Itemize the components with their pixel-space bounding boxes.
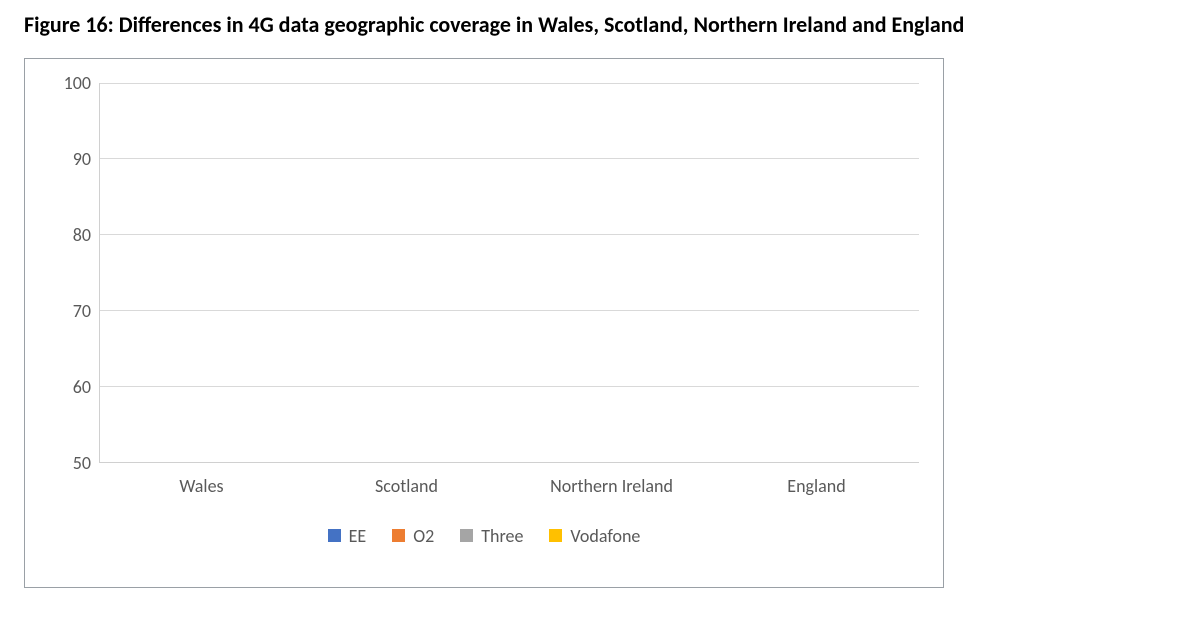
x-tick-label: Wales	[99, 475, 304, 497]
legend-label: Vodafone	[570, 525, 640, 547]
legend-swatch	[460, 529, 473, 542]
x-tick-label: Scotland	[304, 475, 509, 497]
legend-swatch	[549, 529, 562, 542]
legend-label: O2	[413, 525, 434, 547]
bar-groups	[100, 83, 919, 462]
legend-item: EE	[328, 525, 367, 547]
x-tick-label: Northern Ireland	[509, 475, 714, 497]
legend-item: O2	[392, 525, 434, 547]
chart-frame: 1009080706050 WalesScotlandNorthern Irel…	[24, 58, 944, 588]
legend-label: Three	[481, 525, 523, 547]
gridline	[100, 83, 919, 84]
gridline	[100, 234, 919, 235]
y-axis: 1009080706050	[49, 83, 99, 463]
legend: EE O2 Three Vodafone	[49, 525, 919, 547]
x-tick-label: England	[714, 475, 919, 497]
figure-title: Figure 16: Differences in 4G data geogra…	[24, 10, 1176, 40]
gridline	[100, 386, 919, 387]
legend-swatch	[392, 529, 405, 542]
legend-label: EE	[349, 525, 367, 547]
gridline	[100, 158, 919, 159]
legend-item: Three	[460, 525, 523, 547]
x-axis: WalesScotlandNorthern IrelandEngland	[99, 475, 919, 497]
legend-item: Vodafone	[549, 525, 640, 547]
legend-swatch	[328, 529, 341, 542]
plot-area	[99, 83, 919, 463]
gridline	[100, 310, 919, 311]
